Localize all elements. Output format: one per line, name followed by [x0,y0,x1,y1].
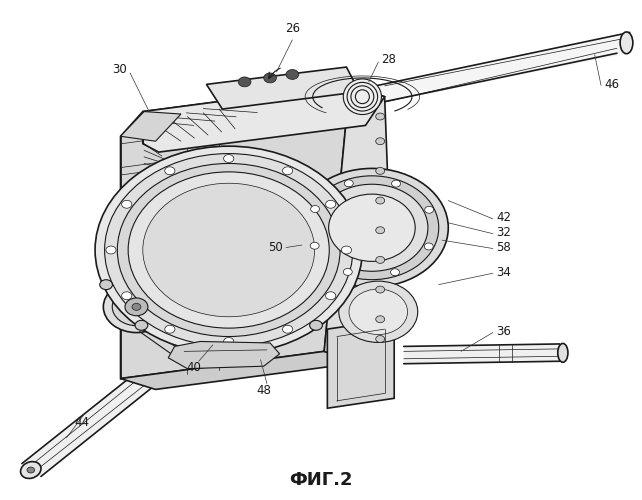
Circle shape [339,281,418,342]
Circle shape [295,168,448,287]
Circle shape [95,146,362,354]
Circle shape [376,336,385,342]
Text: 30: 30 [112,63,127,76]
Circle shape [325,292,336,300]
Circle shape [344,180,353,186]
Circle shape [311,206,320,212]
Circle shape [100,280,112,289]
Circle shape [112,288,160,326]
Circle shape [143,183,315,317]
Circle shape [121,200,132,208]
Polygon shape [207,67,359,109]
Circle shape [376,256,385,264]
Circle shape [376,227,385,234]
Polygon shape [143,84,385,152]
Polygon shape [121,352,359,390]
Circle shape [282,326,293,333]
Circle shape [238,77,251,87]
Circle shape [376,286,385,293]
Circle shape [135,320,148,330]
Polygon shape [22,322,213,476]
Circle shape [264,73,277,83]
Circle shape [376,138,385,144]
Circle shape [106,246,116,254]
Circle shape [27,467,35,473]
Ellipse shape [558,344,568,362]
Text: 50: 50 [268,241,283,254]
Ellipse shape [356,90,369,104]
Circle shape [254,344,266,353]
Circle shape [105,154,353,346]
Circle shape [325,200,336,208]
Circle shape [128,172,329,328]
Circle shape [223,154,234,162]
Polygon shape [404,344,560,364]
Polygon shape [327,319,394,408]
Circle shape [165,167,175,174]
Polygon shape [168,342,280,368]
Polygon shape [347,32,630,110]
Circle shape [376,113,385,120]
Ellipse shape [350,84,375,110]
Circle shape [425,206,433,213]
Circle shape [125,298,148,316]
Circle shape [376,168,385,174]
Ellipse shape [347,82,377,111]
Circle shape [376,316,385,322]
Polygon shape [121,84,350,378]
Circle shape [103,281,169,332]
Text: 58: 58 [496,241,511,254]
Circle shape [309,320,322,330]
Ellipse shape [351,86,374,108]
Ellipse shape [346,80,379,114]
Ellipse shape [21,462,41,478]
Circle shape [132,304,141,310]
Text: 28: 28 [381,53,396,66]
Circle shape [165,326,175,333]
Circle shape [392,180,401,187]
Circle shape [343,268,352,276]
Text: 36: 36 [496,325,511,338]
Circle shape [223,338,234,345]
Text: 48: 48 [256,384,271,398]
Ellipse shape [620,32,633,54]
Text: 40: 40 [186,361,201,374]
Text: 44: 44 [75,416,90,428]
Circle shape [329,194,415,262]
Text: 42: 42 [496,212,511,224]
Polygon shape [121,112,181,141]
Ellipse shape [353,87,372,106]
Text: 32: 32 [496,226,511,239]
Circle shape [282,167,293,174]
Circle shape [121,292,132,300]
Circle shape [310,242,319,249]
Circle shape [191,344,204,353]
Circle shape [390,269,399,276]
Circle shape [286,70,299,80]
Circle shape [342,246,352,254]
Text: 34: 34 [496,266,511,279]
Circle shape [305,176,438,280]
Circle shape [349,289,408,335]
Text: 26: 26 [285,22,300,35]
Circle shape [316,184,428,272]
Circle shape [424,243,433,250]
Text: ФИГ.2: ФИГ.2 [290,471,352,489]
Polygon shape [324,84,394,362]
Circle shape [376,197,385,204]
Circle shape [117,164,340,336]
Text: 46: 46 [604,78,620,91]
Ellipse shape [343,79,381,114]
